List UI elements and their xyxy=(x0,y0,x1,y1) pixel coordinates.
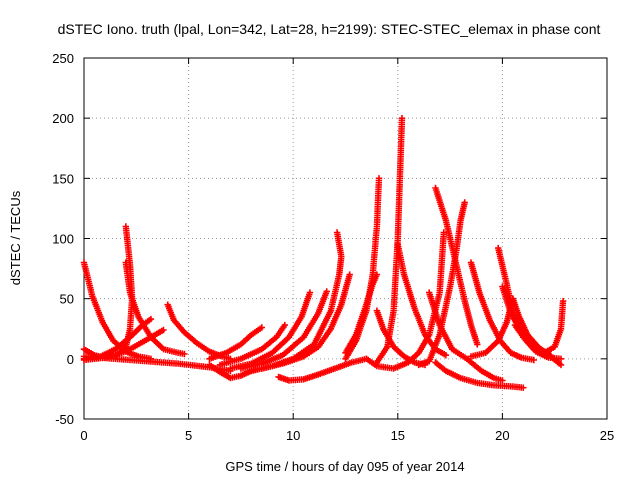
series-5 xyxy=(122,259,188,358)
y-tick-label: 50 xyxy=(60,292,74,307)
x-tick-label: 5 xyxy=(185,428,192,443)
series-14 xyxy=(275,355,370,384)
series-15-markers xyxy=(342,175,383,362)
series-30 xyxy=(511,297,567,356)
series-12-markers xyxy=(248,229,345,375)
y-tick-label: 100 xyxy=(52,232,74,247)
y-tick-label: 150 xyxy=(52,171,74,186)
y-axis-label: dSTEC / TECUs xyxy=(8,190,23,285)
series-11-markers xyxy=(237,288,330,372)
series-11 xyxy=(237,288,330,372)
series-13 xyxy=(258,271,353,372)
ticks: 0 5 10 15 20 25 -50 0 50 100 150 200 250 xyxy=(52,51,614,443)
series-12 xyxy=(248,229,345,375)
x-axis-label: GPS time / hours of day 095 of year 2014 xyxy=(225,459,464,474)
x-tick-label: 15 xyxy=(391,428,405,443)
series-22 xyxy=(432,184,481,348)
series-8-markers xyxy=(206,324,265,362)
series-14-markers xyxy=(275,355,370,384)
x-tick-label: 10 xyxy=(286,428,300,443)
series-30-markers xyxy=(511,297,567,356)
series-5-markers xyxy=(122,259,188,358)
series-15 xyxy=(342,175,383,362)
data-marks xyxy=(80,115,567,391)
x-tick-label: 20 xyxy=(495,428,509,443)
series-9 xyxy=(216,321,288,369)
y-tick-label: 200 xyxy=(52,111,74,126)
y-tick-label: 0 xyxy=(67,352,74,367)
chart-title: dSTEC Iono. truth (lpal, Lon=342, Lat=28… xyxy=(58,21,601,37)
series-9-markers xyxy=(216,321,288,369)
y-tick-label: -50 xyxy=(55,412,74,427)
y-tick-label: 250 xyxy=(52,51,74,66)
series-16 xyxy=(342,271,381,356)
x-tick-label: 0 xyxy=(80,428,87,443)
series-8 xyxy=(206,324,265,362)
series-16-markers xyxy=(342,271,381,356)
series-13-markers xyxy=(258,271,353,372)
plot-frame xyxy=(83,57,608,420)
series-22-markers xyxy=(432,184,481,348)
series-24-markers xyxy=(432,359,527,391)
x-tick-label: 25 xyxy=(600,428,614,443)
series-24 xyxy=(432,359,527,391)
series-23-markers xyxy=(426,289,506,384)
series-23 xyxy=(426,289,506,384)
